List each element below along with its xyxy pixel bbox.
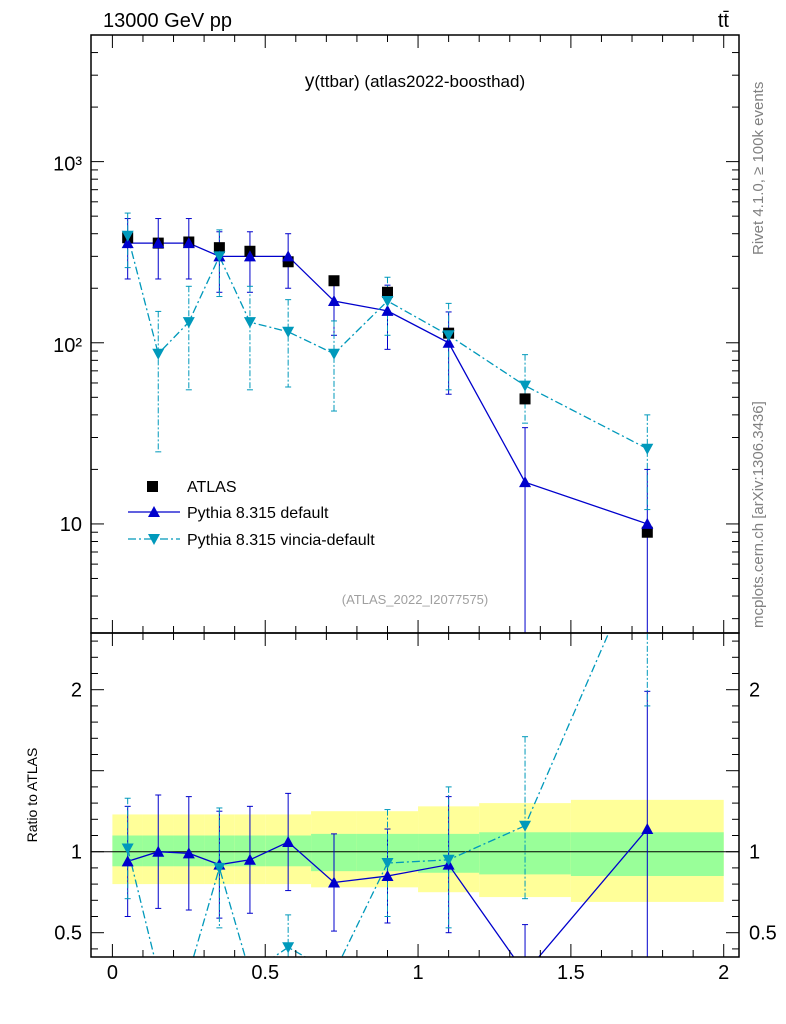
atlas-point <box>381 286 393 298</box>
ratio-y-tick-label-left: 1 <box>71 842 82 864</box>
atlas-point <box>641 526 653 538</box>
vincia-line <box>127 235 648 450</box>
ratio-vincia-point <box>519 820 532 832</box>
vincia-point <box>152 348 165 360</box>
ratio-pythia-default-point <box>328 876 340 888</box>
title-rest: (ttbar) (atlas2022-boosthad) <box>314 72 525 91</box>
atlas-point <box>282 256 294 268</box>
legend-atlas-marker <box>147 481 158 492</box>
vincia-point <box>243 317 256 329</box>
x-tick-label: 2 <box>718 962 729 984</box>
ratio-vincia-point <box>328 968 340 979</box>
ratio-vincia-point <box>121 843 134 855</box>
analysis-label: (ATLAS_2022_I2077575) <box>342 592 488 607</box>
main-y-tick-label: 10³ <box>53 154 82 176</box>
pythia-default-point <box>243 250 256 262</box>
ratio-y-tick-label-left: 0.5 <box>54 923 82 945</box>
legend-vincia-label: Pythia 8.315 vincia-default <box>187 532 375 549</box>
legend: ATLAS Pythia 8.315 default Pythia 8.315 … <box>128 479 375 549</box>
ratio-plot-panel: 0.5 0.5 1 1 2 2 0 0.5 1 1.5 2 Ratio to ATLAS <box>24 632 777 984</box>
pythia-default-point <box>282 250 295 262</box>
ratio-pythia-default-point <box>182 847 195 859</box>
ratio-pythia-default-point <box>243 853 256 865</box>
ratio-pythia-default-point <box>381 870 394 881</box>
pythia-default-point <box>182 237 195 249</box>
pythia-default-point <box>121 237 134 249</box>
ratio-pythia-default-point <box>519 967 531 978</box>
atlas-point <box>213 242 225 254</box>
legend-pythia-default-marker <box>148 506 160 517</box>
atlas-point <box>519 393 531 405</box>
x-tick-label: 0 <box>107 962 118 984</box>
vincia-point <box>121 230 134 242</box>
ratio-y-tick-label-left: 2 <box>71 680 82 702</box>
pythia-default-point <box>519 476 532 488</box>
main-plot-title: y(ttbar) (atlas2022-boosthad) <box>305 71 525 92</box>
ratio-y-tick-label-right: 0.5 <box>749 923 777 945</box>
x-tick-label: 1 <box>412 962 423 984</box>
ratio-vincia-line <box>127 633 610 957</box>
mcplots-label: mcplots.cern.ch [arXiv:1306.3436] <box>750 401 767 628</box>
pythia-default-point <box>641 517 654 529</box>
ratio-vincia-point <box>282 942 295 954</box>
ratio-vincia-point <box>213 862 226 874</box>
pythia-default-point <box>328 295 340 307</box>
ratio-pythia-default-point <box>121 855 134 867</box>
vincia-point <box>282 326 295 338</box>
legend-atlas-label: ATLAS <box>187 479 237 496</box>
legend-vincia-marker <box>148 534 160 545</box>
pythia-default-point <box>381 304 394 316</box>
ratio-vincia-point <box>152 968 164 979</box>
title-y-variable: y <box>305 71 315 92</box>
pythia-default-point <box>152 237 165 249</box>
ratio-pythia-default-point <box>152 845 165 857</box>
ratio-pythia-default-point <box>641 823 654 835</box>
ratio-vincia-point <box>442 854 455 866</box>
main-y-tick-label: 10² <box>53 335 82 357</box>
ratio-y-axis-label: Ratio to ATLAS <box>24 748 40 843</box>
vincia-point <box>442 330 455 342</box>
pythia-default-point <box>442 336 455 348</box>
vincia-point <box>641 443 654 455</box>
vincia-point <box>519 380 532 392</box>
vincia-point <box>328 348 340 360</box>
main-plot-panel: 10 10² 10³ y(ttbar) (atlas2022-boosthad) (… <box>53 34 740 634</box>
ratio-y-tick-label-right: 1 <box>749 842 760 864</box>
ratio-vincia-point <box>183 968 195 979</box>
legend-pythia-default-label: Pythia 8.315 default <box>187 505 329 522</box>
main-y-tick-label: 10 <box>60 514 82 536</box>
vincia-point <box>182 317 195 329</box>
x-tick-label: 0.5 <box>251 962 279 984</box>
rivet-label: Rivet 4.1.0, ≥ 100k events <box>750 82 767 255</box>
x-tick-label: 1.5 <box>557 962 585 984</box>
ratio-pythia-default-point <box>282 835 295 847</box>
energy-label: 13000 GeV pp <box>103 10 232 32</box>
ratio-plot-frame <box>90 632 740 958</box>
vincia-point <box>381 296 394 308</box>
ratio-vincia-point <box>381 858 394 870</box>
process-label: tt̄ <box>718 10 730 32</box>
vincia-point <box>213 251 226 263</box>
atlas-point <box>328 275 340 287</box>
ratio-y-tick-label-right: 2 <box>749 680 760 702</box>
